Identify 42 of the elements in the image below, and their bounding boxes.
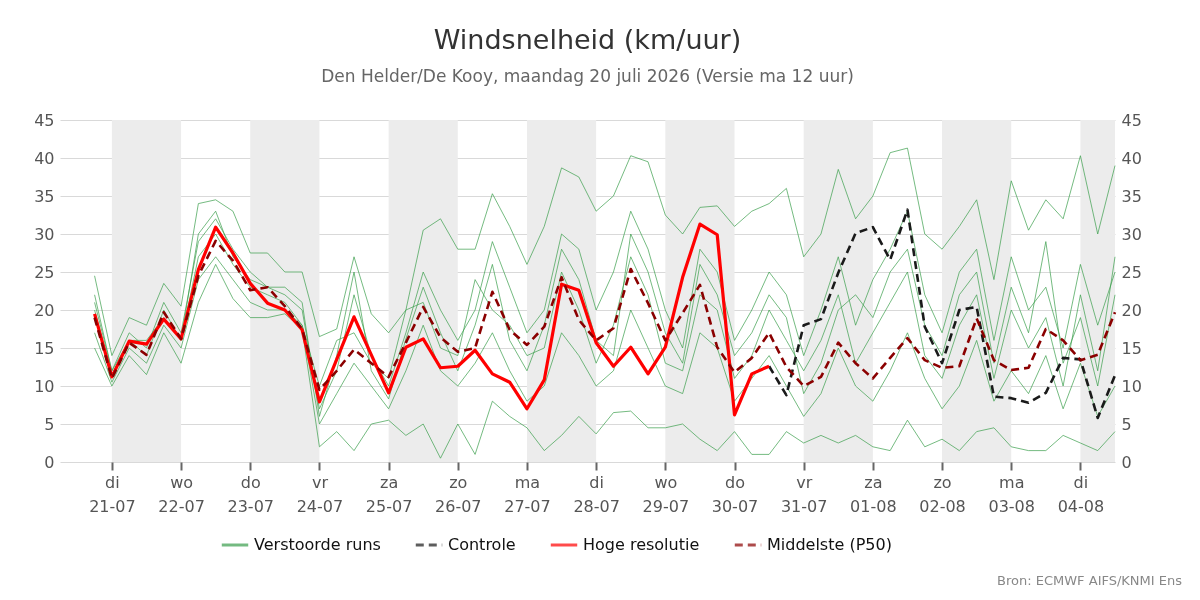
legend-label: Middelste (P50) (767, 535, 892, 554)
y-tick-label: 45 (34, 110, 55, 130)
legend-label: Hoge resolutie (583, 535, 700, 554)
x-tick-label: vr 24-07 (296, 472, 344, 516)
y-tick-label: 20 (34, 300, 55, 320)
y-tick-label: 0 (44, 452, 55, 472)
x-tick-label: zo 26-07 (435, 472, 482, 516)
legend-label: Controle (448, 535, 516, 554)
y2-tick-label: 30 (1121, 224, 1142, 244)
y2-tick-label: 40 (1121, 148, 1142, 168)
y-tick-label: 10 (34, 376, 55, 396)
y2-tick-label: 0 (1121, 452, 1132, 472)
y-tick-label: 15 (34, 338, 55, 358)
legend-label: Verstoorde runs (254, 535, 381, 554)
chart-subtitle: Den Helder/De Kooy, maandag 20 juli 2026 (Versie ma 12 uur) (321, 66, 854, 86)
y-tick-label: 35 (34, 186, 55, 206)
x-tick-label: wo 29-07 (642, 472, 690, 516)
y2-tick-label: 45 (1121, 110, 1142, 130)
x-tick-label: wo 22-07 (158, 472, 205, 516)
y2-tick-label: 10 (1121, 376, 1142, 396)
x-tick-label: za 25-07 (365, 472, 413, 516)
y-tick-label: 30 (34, 224, 55, 244)
y-tick-label: 40 (34, 148, 55, 168)
x-tick-label: di 21-07 (89, 472, 136, 516)
y2-tick-label: 5 (1121, 414, 1132, 434)
y2-tick-label: 25 (1121, 262, 1142, 282)
x-tick-label: di 28-07 (573, 472, 620, 516)
y2-tick-label: 15 (1121, 338, 1142, 358)
y2-tick-label: 35 (1121, 186, 1142, 206)
x-tick-label: ma 03-08 (988, 472, 1035, 516)
y-tick-label: 5 (44, 414, 55, 434)
x-tick-label: di 04-08 (1057, 472, 1105, 516)
x-tick-label: do 30-07 (711, 472, 759, 516)
text: Bron: ECMWF AIFS/KNMI Ens (997, 573, 1182, 588)
x-tick-label: vr 31-07 (780, 472, 828, 516)
x-tick-label: zo 02-08 (919, 472, 966, 516)
x-tick-label: za 01-08 (850, 472, 897, 516)
y2-tick-label: 20 (1121, 300, 1142, 320)
x-tick-label: do 23-07 (227, 472, 274, 516)
y-tick-label: 25 (34, 262, 55, 282)
chart-title: Windsnelheid (km/uur) (433, 24, 742, 55)
x-tick-label: ma 27-07 (504, 472, 551, 516)
